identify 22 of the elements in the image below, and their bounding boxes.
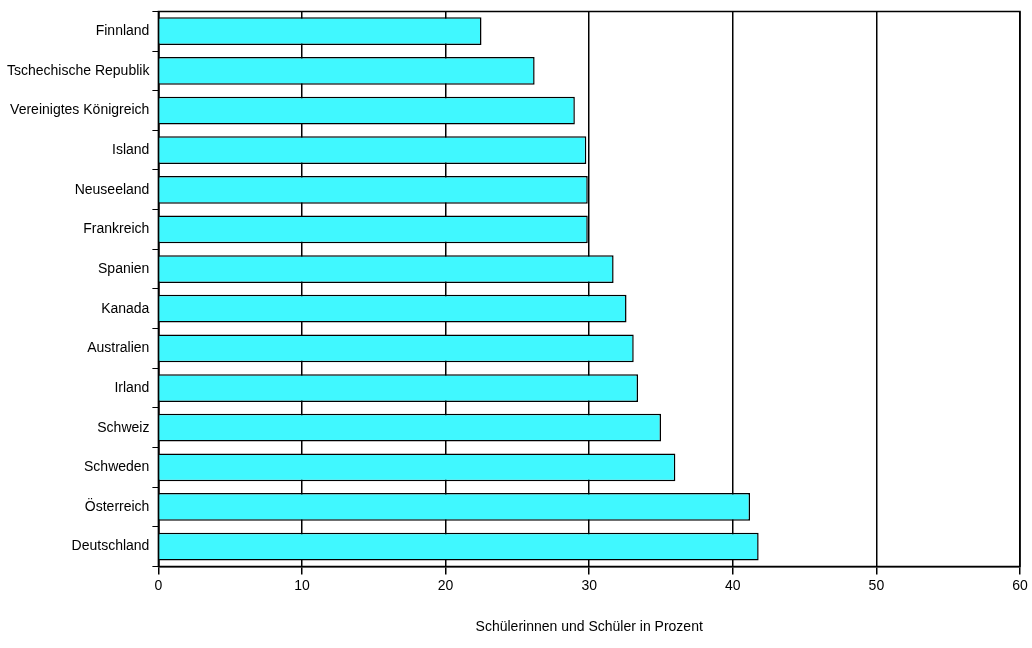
y-tick-label: Österreich xyxy=(84,496,150,514)
x-tick-label: 50 xyxy=(868,576,885,593)
y-tick-label: Schweiz xyxy=(97,418,150,435)
y-tick-label: Tschechische Republik xyxy=(7,61,151,78)
y-tick-label: Finnland xyxy=(95,22,150,39)
y-tick-label: Island xyxy=(112,141,150,158)
x-tick-label: 20 xyxy=(437,576,454,593)
y-tick-label: Neuseeland xyxy=(74,180,150,197)
y-tick-label: Deutschland xyxy=(71,537,150,554)
y-tick-label: Schweden xyxy=(84,458,150,475)
y-tick-label: Irland xyxy=(114,378,150,395)
y-tick-label: Kanada xyxy=(101,299,150,316)
y-tick-label: Frankreich xyxy=(83,220,150,237)
x-tick-label: 30 xyxy=(581,576,598,593)
x-axis-title: Schülerinnen und Schüler in Prozent xyxy=(475,618,703,635)
x-tick-label: 10 xyxy=(294,576,310,593)
y-tick-label: Spanien xyxy=(98,259,150,276)
x-tick-label: 60 xyxy=(1012,576,1028,593)
y-tick-label: Vereinigtes Königreich xyxy=(10,101,150,118)
x-tick-label: 40 xyxy=(725,576,741,593)
x-tick-label: 0 xyxy=(154,576,163,593)
y-tick-label: Australien xyxy=(87,339,150,356)
